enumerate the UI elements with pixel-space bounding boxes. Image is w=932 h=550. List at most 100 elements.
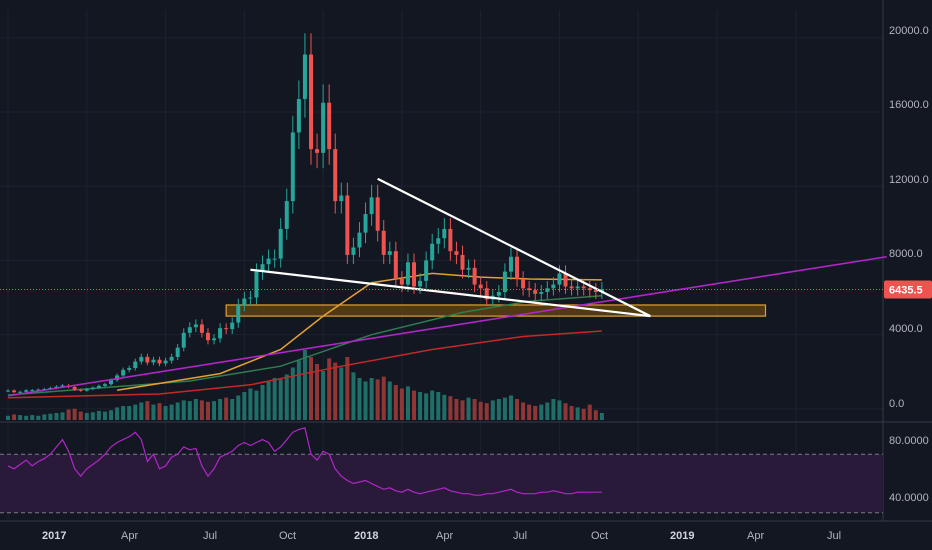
candle-body [290, 132, 295, 202]
current-price-tag-box [884, 280, 932, 299]
candle-body [296, 99, 301, 133]
candle-body [412, 262, 417, 287]
candle-body [175, 347, 180, 357]
candle-body [187, 327, 192, 333]
volume-bar [448, 396, 453, 420]
candle-body [163, 360, 168, 364]
current-price-tag: 6435.5 [884, 280, 932, 299]
volume-bar [224, 397, 229, 420]
volume-bar [502, 397, 507, 420]
volume-bar [539, 404, 544, 420]
volume-bar [127, 406, 132, 420]
time-tick-label: 2018 [354, 530, 378, 542]
volume-bar [599, 413, 604, 420]
candle-body [151, 359, 156, 363]
time-tick-label: Apr [436, 530, 453, 542]
candle-body [508, 256, 513, 272]
grid-lines [0, 0, 932, 522]
time-tick-label: Oct [591, 530, 608, 542]
volume-bar [593, 410, 598, 420]
candle-body [351, 247, 356, 255]
candle-body [18, 391, 23, 393]
volume-bar [472, 399, 477, 420]
volume-bar [436, 392, 441, 420]
volume-bar [333, 362, 338, 420]
candle-body [109, 380, 114, 385]
support-zone[interactable] [225, 304, 767, 317]
candle-body [551, 284, 556, 289]
support-zone-rect [225, 304, 767, 317]
candle-body [454, 251, 459, 255]
volume-bar [163, 406, 168, 420]
volume-bar [357, 378, 362, 420]
time-axis: 2017 Apr Jul Oct 2018 Apr Jul Oct 2019 A… [42, 530, 841, 542]
volume-bar [72, 408, 77, 420]
candle-body [430, 243, 435, 261]
volume-bar [569, 406, 574, 420]
volume-bar [375, 379, 380, 420]
volume-bar [418, 392, 423, 420]
candle-body [90, 387, 95, 390]
price-tick-label: 20000.0 [889, 25, 929, 37]
candle-body [575, 286, 580, 289]
candle-body [254, 271, 259, 298]
volume-bar [169, 404, 174, 420]
volume-bar [96, 410, 101, 420]
rsi-band-fill [0, 454, 883, 513]
volume-bar [405, 386, 410, 420]
candle-body [321, 102, 326, 153]
volume-bar [242, 392, 247, 420]
current-price-label: 6435.5 [889, 285, 923, 297]
volume-bar [381, 376, 386, 420]
price-tick-label: 0.0 [889, 398, 904, 410]
candle-body [60, 385, 65, 387]
candle-body [36, 389, 41, 391]
candle-body [545, 288, 550, 292]
candle-body [6, 390, 10, 392]
candle-body [260, 264, 265, 272]
time-tick-label: Jul [513, 530, 527, 542]
candle-body [333, 149, 338, 202]
candle-body [127, 368, 132, 370]
volume-bar [345, 357, 350, 420]
volume-bar [290, 367, 295, 420]
candle-body [381, 230, 386, 255]
drawn-trendlines[interactable] [7, 177, 887, 397]
candle-body [418, 280, 423, 287]
volume-bar [424, 393, 429, 420]
volume-bar [90, 412, 95, 420]
volume-bar [145, 401, 150, 420]
volume-bar [212, 401, 217, 420]
volume-bar [551, 399, 556, 420]
candle-body [563, 273, 568, 287]
candle-body [448, 228, 453, 252]
candle-body [466, 267, 471, 270]
candle-body [12, 390, 17, 393]
volume-bar [205, 401, 210, 420]
volume-bar [115, 407, 120, 420]
candle-body [375, 197, 380, 231]
volume-bar [84, 413, 89, 420]
volume-bar [321, 371, 326, 420]
candle-body [587, 288, 592, 291]
price-tick-label: 4000.0 [889, 323, 923, 335]
candle-body [193, 324, 198, 328]
candle-body [460, 254, 465, 270]
volume-bar [309, 357, 313, 420]
candle-body [199, 324, 204, 333]
candle-body [24, 390, 29, 392]
candle-body [478, 284, 483, 289]
volume-bar [187, 401, 192, 420]
candle-body [78, 389, 83, 391]
candle-body [502, 271, 507, 292]
volume-bar [266, 381, 271, 420]
rsi-line [7, 427, 602, 496]
time-tick-label: Apr [121, 530, 138, 542]
lower-trendline [250, 268, 651, 318]
candle-body [278, 228, 283, 259]
volume-bar [230, 399, 235, 420]
price-tick-label: 8000.0 [889, 248, 923, 260]
volume-bar [533, 406, 538, 420]
volume-bar [575, 407, 580, 420]
